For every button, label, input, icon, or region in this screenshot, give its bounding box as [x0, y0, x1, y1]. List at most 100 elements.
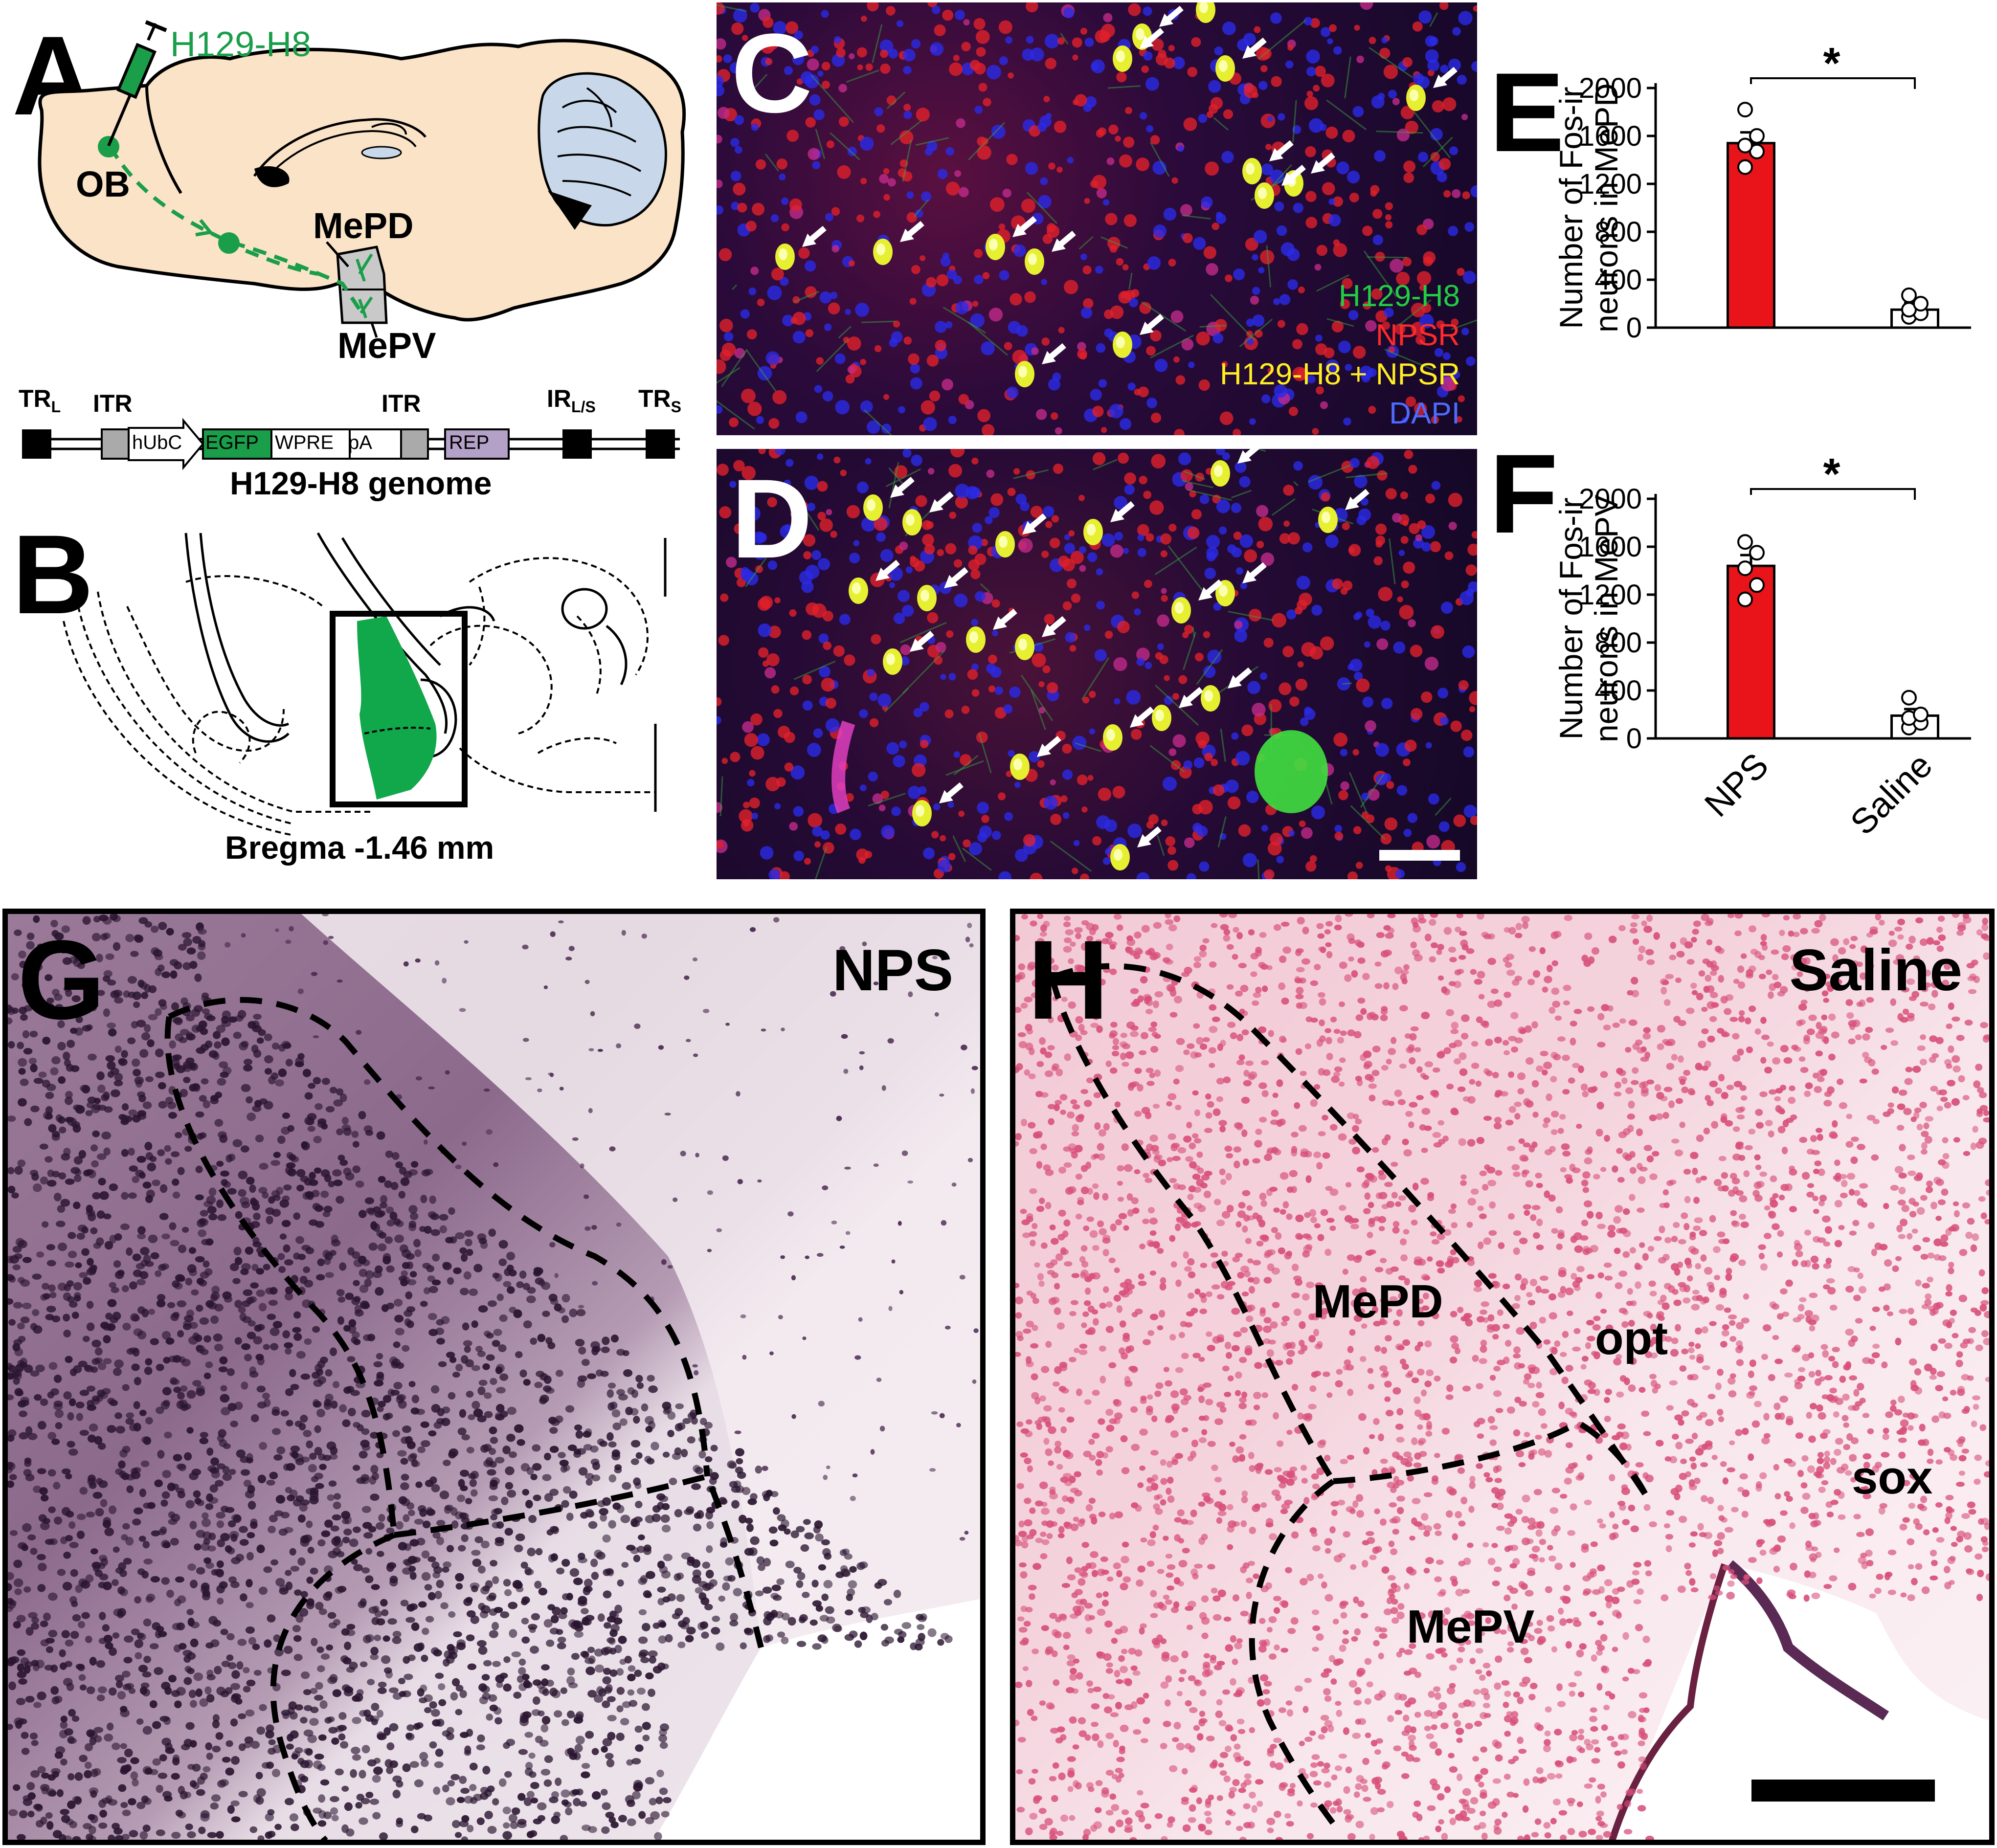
- sagittal-brain-diagram: [38, 20, 686, 338]
- y-tick-label: 400: [1594, 675, 1642, 707]
- data-point: [1737, 102, 1753, 118]
- arrow-marker: [1218, 2, 1250, 5]
- y-tick-label: 1200: [1579, 168, 1642, 200]
- panel-label-h: H: [1028, 917, 1109, 1043]
- arrow-marker: [1159, 5, 1184, 27]
- y-tick-label: 0: [1626, 723, 1642, 755]
- arrow-marker: [1022, 513, 1047, 534]
- y-tick-label: 1600: [1579, 120, 1642, 152]
- arrow-marker: [1345, 489, 1369, 510]
- data-point: [1901, 287, 1917, 303]
- data-point: [1913, 707, 1929, 722]
- y-tick-label: 800: [1594, 627, 1642, 659]
- arrow-marker: [929, 491, 954, 512]
- y-tick-label: 2000: [1579, 72, 1642, 104]
- region-outline-h: [1049, 963, 1649, 1826]
- arrow-marker: [939, 782, 964, 803]
- legend-h129: H129-H8: [1338, 279, 1460, 313]
- arrow-marker: [1237, 449, 1262, 464]
- region-outline-g: [164, 997, 764, 1840]
- coronal-atlas-diagram: [63, 532, 667, 836]
- arrow-marker: [1269, 140, 1294, 161]
- region-label-opt: opt: [1595, 1312, 1668, 1364]
- arrow-marker: [1012, 216, 1037, 237]
- arrow-marker: [1110, 501, 1135, 522]
- legend-npsr: NPSR: [1375, 318, 1460, 352]
- significance-bracket: [1750, 77, 1916, 89]
- panel-label-e: E: [1489, 49, 1565, 175]
- bar: [1727, 142, 1775, 329]
- bar: [1727, 564, 1775, 740]
- data-point: [1737, 560, 1753, 577]
- arrow-marker: [1179, 687, 1203, 708]
- micrograph-g: G NPS: [2, 909, 986, 1845]
- legend-merge: H129-H8 + NPSR: [1219, 357, 1460, 391]
- arrow-marker: [890, 476, 915, 498]
- cerebellum: [538, 72, 667, 227]
- fluorescence-dots-d: [717, 449, 1477, 879]
- amygdala-region: [336, 245, 388, 324]
- panel-label-f: F: [1489, 431, 1558, 557]
- scale-bar-d: [1379, 850, 1460, 861]
- fluorescence-dots-c: [717, 2, 1477, 435]
- arrow-marker: [1433, 67, 1458, 88]
- data-point: [1913, 296, 1929, 312]
- arrow-marker: [910, 630, 934, 652]
- y-tick-label: 2000: [1579, 483, 1642, 515]
- genome-trl: TRL: [19, 385, 61, 416]
- genome-irls: IRL/S: [547, 385, 596, 416]
- arrow-marker: [1281, 164, 1306, 186]
- genome-rep: REP: [449, 432, 490, 453]
- arrow-marker: [1042, 616, 1066, 637]
- syringe-icon: [107, 20, 167, 147]
- genome-hubc: hUbC: [132, 432, 182, 453]
- mepd-label-a: MePD: [313, 205, 414, 246]
- y-axis-label: Number of Fos-irneurons in MePV: [1553, 495, 1624, 742]
- arrow-marker: [1228, 667, 1252, 689]
- arrow-marker: [1137, 826, 1162, 847]
- arrow-marker: [1198, 579, 1223, 601]
- mepv-label-a: MePV: [337, 325, 436, 366]
- legend-dapi: DAPI: [1389, 397, 1460, 430]
- arrow-marker: [1242, 562, 1267, 583]
- significance-star: *: [1823, 450, 1840, 499]
- region-label-sox: sox: [1852, 1451, 1933, 1504]
- stained-cells-h: [1015, 914, 1989, 1840]
- x-tick-label: NPS: [1697, 746, 1776, 824]
- panel-label-c: C: [731, 10, 813, 136]
- significance-bracket: [1750, 488, 1916, 500]
- ob-label: OB: [76, 164, 130, 204]
- genome-title: H129-H8 genome: [230, 465, 492, 501]
- y-axis-label: Number of Fos-irneurons in MePD: [1553, 83, 1624, 333]
- panel-label-g: G: [18, 917, 105, 1043]
- arrow-marker: [944, 567, 968, 588]
- arrow-marker: [875, 559, 900, 581]
- panel-label-d: D: [731, 456, 813, 581]
- arrow-marker: [1242, 37, 1267, 59]
- mouse-head-outline: [38, 39, 686, 322]
- medial-amygdala-region: [357, 616, 437, 800]
- data-point: [1749, 545, 1765, 561]
- region-label-mepd: MePD: [1313, 1275, 1443, 1328]
- data-point: [1737, 591, 1753, 607]
- arrow-marker: [1042, 343, 1066, 364]
- data-point: [1749, 128, 1765, 144]
- micrograph-h: H Saline MePD opt sox MePV: [1010, 909, 1995, 1845]
- genome-itr-1: ITR: [93, 390, 133, 417]
- arrow-marker: [802, 225, 827, 247]
- stained-cells-g: [8, 914, 980, 1840]
- y-tick-label: 0: [1626, 312, 1642, 344]
- arrow-marker: [993, 608, 1017, 630]
- arrow-marker: [1140, 27, 1164, 49]
- data-point: [1737, 137, 1753, 154]
- scale-bar-h: [1751, 1780, 1935, 1802]
- condition-label-h: Saline: [1789, 937, 1963, 1003]
- y-tick-label: 800: [1594, 216, 1642, 248]
- genome-itr-2: ITR: [381, 390, 421, 417]
- arrow-marker: [1130, 706, 1154, 728]
- y-tick-label: 400: [1594, 264, 1642, 296]
- genome-pa: pA: [348, 432, 372, 453]
- genome-diagram: [22, 418, 680, 470]
- genome-wpre: WPRE: [275, 432, 334, 453]
